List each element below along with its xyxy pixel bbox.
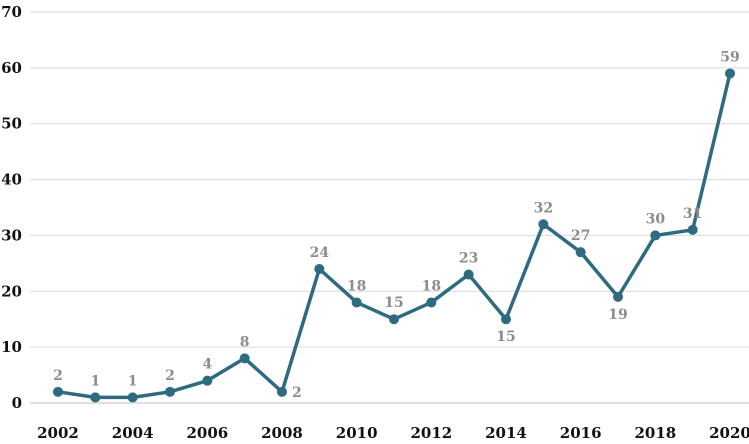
data-point <box>53 386 63 397</box>
data-point <box>575 247 586 258</box>
x-tick-label: 2008 <box>261 424 303 442</box>
data-label: 59 <box>720 49 739 65</box>
data-point <box>239 353 250 364</box>
data-point <box>90 392 101 403</box>
data-points <box>53 68 735 403</box>
data-point <box>725 68 735 79</box>
data-point <box>426 297 437 308</box>
data-label: 2 <box>292 385 302 401</box>
x-tick-label: 2002 <box>37 424 79 442</box>
data-label: 27 <box>571 228 590 244</box>
data-label: 2 <box>165 368 175 384</box>
data-point <box>501 314 511 325</box>
data-label: 4 <box>202 357 212 373</box>
data-label: 15 <box>384 295 403 311</box>
data-point <box>314 263 325 274</box>
data-label: 18 <box>347 278 366 294</box>
data-point <box>687 224 698 235</box>
data-point <box>127 392 138 403</box>
y-tick-label: 10 <box>1 338 22 356</box>
x-tick-label: 2014 <box>485 424 527 442</box>
x-tick-label: 2018 <box>634 424 676 442</box>
x-tick-label: 2006 <box>186 424 228 442</box>
data-label: 2 <box>53 368 63 384</box>
x-tick-label: 2020 <box>709 424 749 442</box>
y-axis-tick-labels: 0 10 20 30 40 50 60 70 <box>1 3 22 412</box>
data-label: 19 <box>608 307 627 323</box>
data-point <box>538 219 549 230</box>
x-tick-label: 2016 <box>560 424 602 442</box>
data-label: 30 <box>646 211 666 227</box>
data-label: 18 <box>422 278 441 294</box>
x-axis-tick-labels: 2002 2004 2006 2008 2010 2012 2014 2016 2018 2020 <box>37 424 749 442</box>
data-label: 23 <box>459 251 478 267</box>
x-tick-label: 2012 <box>410 424 452 442</box>
data-point <box>389 314 399 325</box>
data-point <box>277 386 287 397</box>
data-label: 15 <box>496 329 515 345</box>
y-tick-label: 20 <box>1 282 22 300</box>
data-label: 32 <box>534 200 553 216</box>
y-tick-label: 0 <box>12 394 22 412</box>
y-tick-label: 60 <box>1 59 22 77</box>
data-point <box>351 297 362 308</box>
x-tick-label: 2004 <box>112 424 154 442</box>
data-label: 8 <box>240 334 250 350</box>
data-label: 1 <box>128 373 138 389</box>
gridlines <box>30 11 749 404</box>
y-tick-label: 30 <box>1 226 22 244</box>
y-tick-label: 50 <box>1 115 22 133</box>
y-tick-label: 40 <box>1 171 22 189</box>
data-label: 31 <box>683 206 702 222</box>
y-tick-label: 70 <box>1 3 22 21</box>
data-point <box>202 375 213 386</box>
data-point <box>650 230 661 241</box>
x-tick-label: 2010 <box>336 424 378 442</box>
data-point <box>613 291 623 302</box>
data-point <box>165 386 175 397</box>
data-label: 1 <box>90 373 100 389</box>
data-label: 24 <box>310 245 330 261</box>
data-point <box>463 269 474 280</box>
